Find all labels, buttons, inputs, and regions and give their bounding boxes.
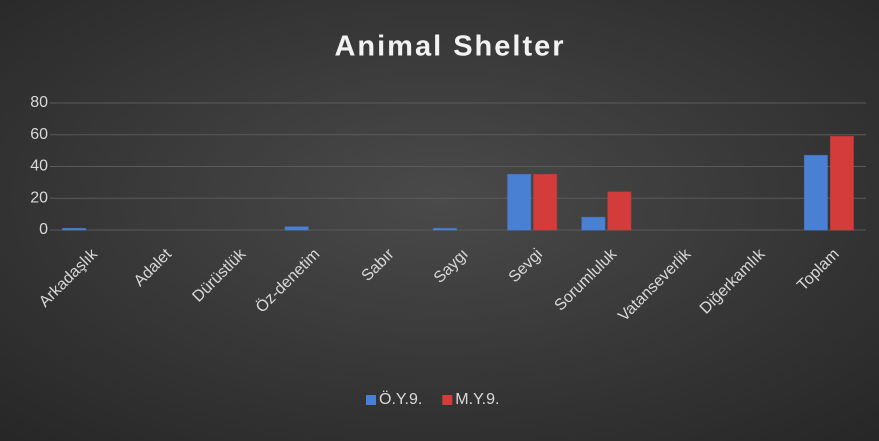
y-tick-label: 0 — [39, 221, 48, 238]
bar — [803, 154, 828, 231]
legend-label: M.Y.9. — [455, 391, 499, 408]
bar — [607, 191, 632, 231]
bar — [284, 226, 309, 231]
y-tick-label: 40 — [30, 158, 48, 175]
legend-swatch — [366, 395, 376, 405]
bar — [433, 227, 457, 231]
bar — [62, 227, 87, 231]
bar — [581, 216, 606, 231]
y-tick-label: 60 — [30, 126, 48, 143]
legend-swatch — [442, 395, 453, 405]
chart-title: Animal Shelter — [334, 31, 565, 63]
bar — [829, 135, 854, 231]
bar — [533, 173, 558, 231]
y-tick-label: 80 — [30, 94, 48, 111]
legend-label: Ö.Y.9. — [379, 390, 422, 408]
bar — [507, 173, 532, 231]
y-tick-label: 20 — [30, 189, 48, 206]
